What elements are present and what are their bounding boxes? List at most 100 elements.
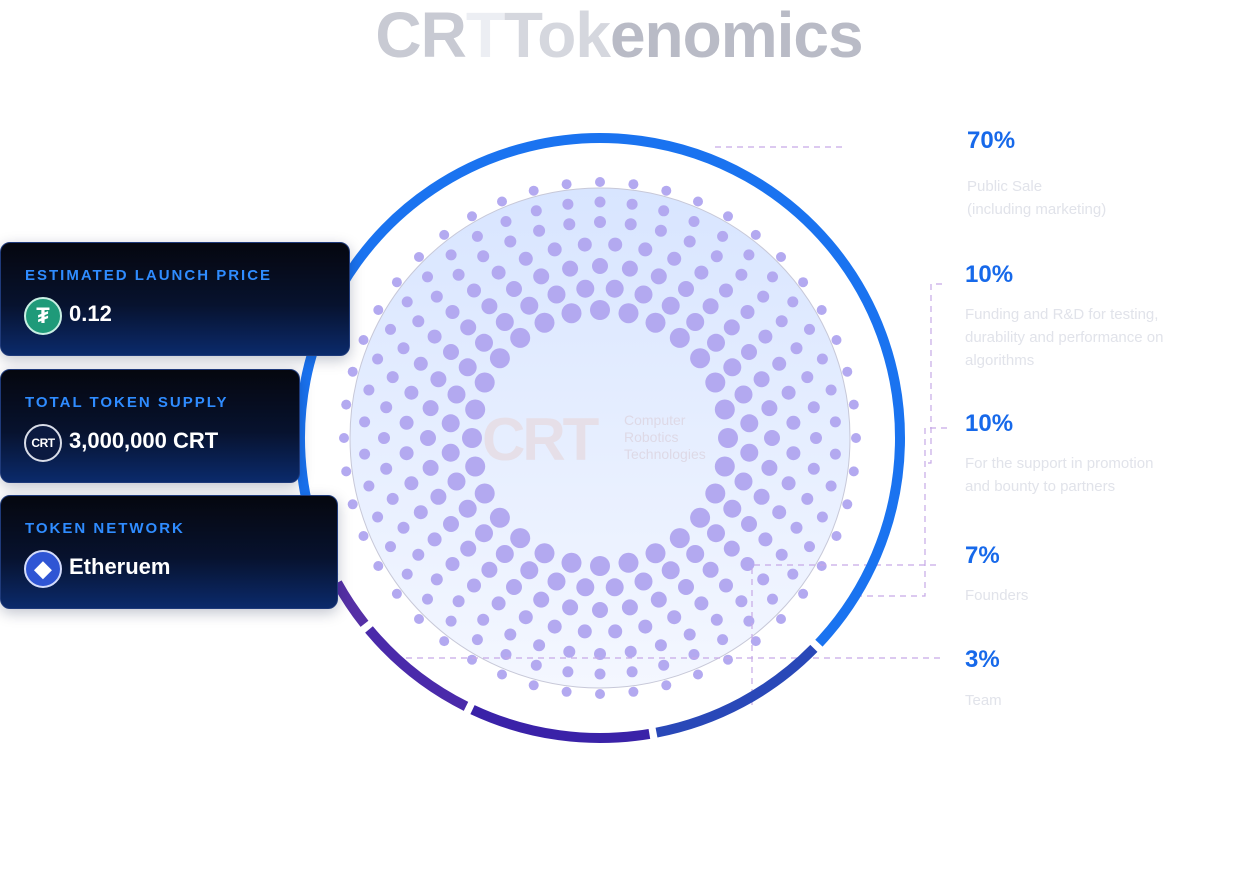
decor-dot: [750, 636, 761, 647]
decor-dot: [608, 237, 623, 252]
decor-dot: [781, 385, 796, 400]
decor-dot: [594, 668, 606, 680]
decor-dot: [474, 372, 495, 393]
slice-percent: 3%: [965, 646, 1000, 673]
leader-line: [925, 283, 942, 464]
decor-dot: [445, 305, 460, 319]
decor-dot: [359, 416, 371, 428]
decor-dot: [595, 177, 605, 187]
decor-dot: [618, 552, 639, 573]
decor-dot: [373, 561, 384, 571]
decor-dot: [500, 649, 512, 660]
decor-dot: [717, 634, 729, 646]
decor-dot: [718, 428, 738, 448]
decor-dot: [386, 371, 399, 384]
decor-dot: [787, 296, 799, 308]
decor-dot: [504, 628, 517, 641]
decor-dot: [829, 416, 841, 428]
decor-dot: [481, 298, 498, 315]
decor-dot: [467, 211, 477, 222]
decor-dot: [661, 680, 672, 691]
crt-icon: CRT: [24, 424, 62, 462]
decor-dot: [412, 315, 425, 328]
decor-dot: [801, 371, 814, 384]
decor-dot: [592, 602, 608, 618]
decor-dot: [562, 666, 574, 678]
decor-dot: [750, 229, 761, 240]
decor-dot: [741, 344, 757, 360]
decor-dot: [441, 443, 460, 462]
decor-dot: [804, 541, 815, 553]
decor-dot: [761, 459, 778, 476]
launch-price-card: ESTIMATED LAUNCH PRICE ₮ 0.12: [0, 242, 350, 356]
decor-dot: [678, 579, 694, 595]
decor-dot: [497, 669, 507, 680]
decor-dot: [534, 543, 555, 564]
decor-dot: [547, 242, 562, 257]
decor-dot: [776, 252, 786, 262]
decor-dot: [781, 476, 796, 491]
decor-dot: [786, 415, 801, 430]
launch-price-label: ESTIMATED LAUNCH PRICE: [25, 267, 273, 284]
decor-dot: [638, 242, 653, 257]
decor-dot: [533, 639, 546, 652]
decor-dot: [391, 277, 402, 288]
decor-dot: [798, 277, 809, 288]
decor-dot: [467, 283, 481, 298]
decor-dot: [757, 573, 770, 586]
decor-dot: [481, 561, 498, 578]
decor-dot: [471, 230, 483, 242]
inner-disc: [349, 187, 851, 689]
decor-dot: [430, 290, 443, 303]
donut-slice: [332, 580, 369, 627]
decor-dot: [594, 196, 606, 208]
decor-dot: [775, 315, 788, 328]
decor-dot: [634, 285, 653, 304]
decor-dot: [363, 480, 375, 492]
decor-dot: [693, 196, 703, 207]
decor-dot: [829, 448, 841, 460]
decor-dot: [404, 476, 419, 491]
token-network-label: TOKEN NETWORK: [25, 520, 185, 537]
decor-dot: [413, 505, 428, 520]
decor-dot: [561, 552, 582, 573]
crt-logo-subtitle: Computer Robotics Technologies: [624, 412, 706, 462]
decor-dot: [590, 300, 610, 320]
decor-dot: [561, 686, 572, 697]
slice-description: For the support in promotion and bounty …: [965, 455, 1154, 495]
decor-dot: [380, 401, 393, 414]
decor-dot: [816, 511, 828, 523]
decor-dot: [810, 432, 822, 444]
decor-dot: [452, 595, 465, 608]
decor-dot: [605, 279, 624, 298]
decor-dot: [767, 271, 778, 283]
decor-dot: [385, 323, 396, 335]
decor-dot: [518, 610, 533, 625]
decor-dot: [378, 432, 390, 444]
decor-dot: [717, 230, 729, 242]
decor-dot: [842, 499, 853, 510]
decor-dot: [816, 305, 827, 315]
dot-pattern: [339, 177, 861, 699]
decor-dot: [645, 312, 666, 333]
decor-dot: [757, 290, 770, 303]
decor-dot: [714, 399, 735, 420]
title-part: enomics: [609, 0, 864, 71]
decor-dot: [667, 610, 682, 625]
decor-dot: [460, 319, 477, 336]
tether-icon: ₮: [24, 297, 62, 335]
decor-dot: [363, 384, 375, 396]
decor-dot: [787, 568, 799, 580]
decor-dot: [658, 659, 670, 671]
donut-slice: [295, 133, 905, 647]
decor-dot: [477, 250, 490, 263]
decor-dot: [412, 548, 425, 561]
decor-dot: [506, 281, 522, 297]
decor-dot: [654, 224, 667, 237]
decor-dot: [465, 456, 486, 477]
decor-dot: [414, 252, 424, 262]
decor-dot: [758, 329, 773, 344]
decor-dot: [427, 329, 442, 344]
decor-dot: [678, 281, 694, 297]
decor-dot: [772, 356, 787, 371]
